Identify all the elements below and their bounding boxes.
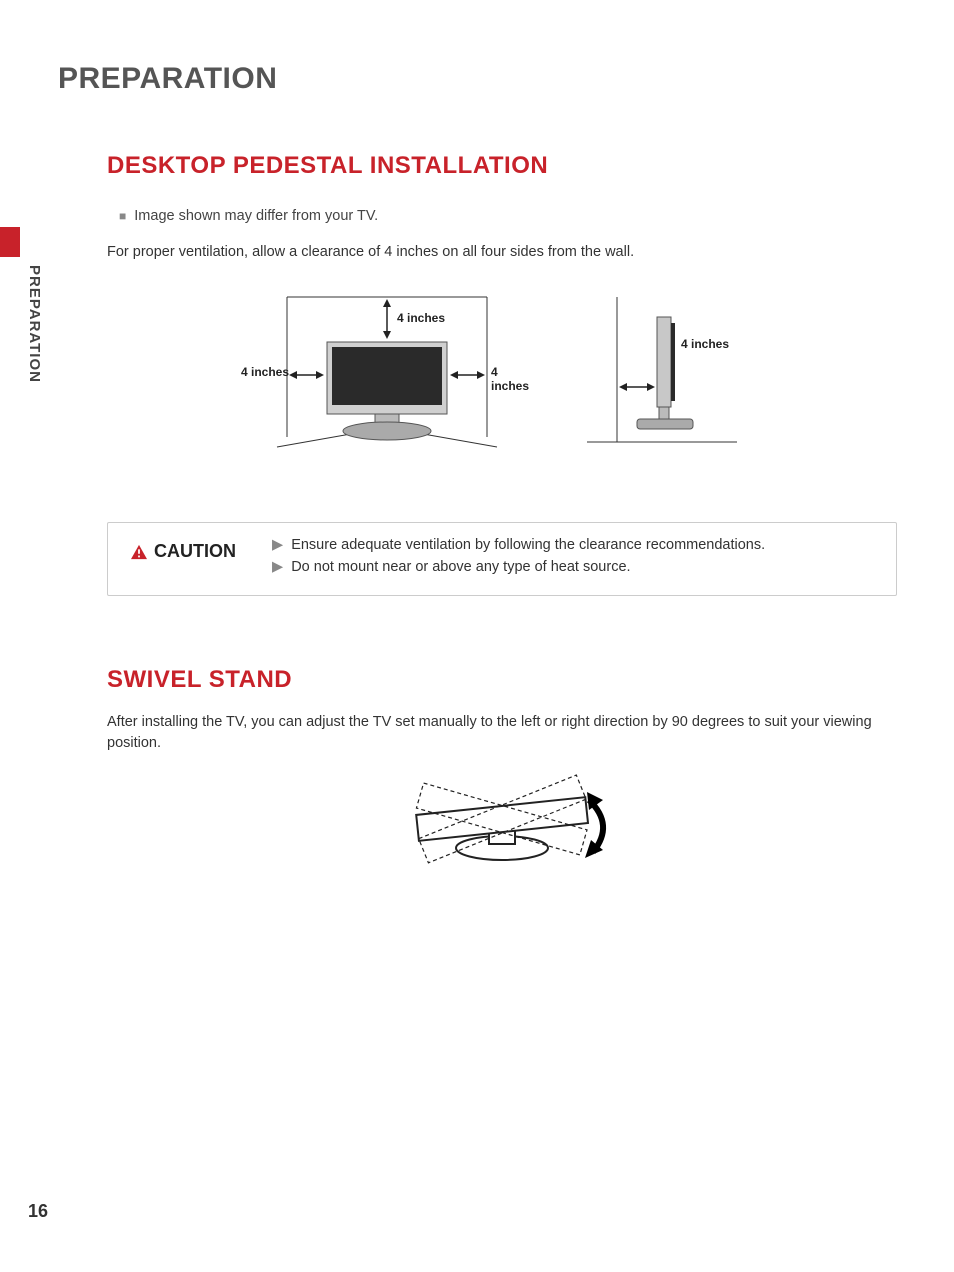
caution-point-1-text: Ensure adequate ventilation by following…	[291, 537, 765, 553]
dim-right: 4 inches	[491, 365, 529, 393]
side-section-label: PREPARATION	[26, 265, 43, 383]
section-1-title: DESKTOP PEDESTAL INSTALLATION	[107, 152, 897, 180]
caution-text: CAUTION	[154, 541, 236, 562]
caution-point-1: ▶ Ensure adequate ventilation by followi…	[272, 537, 765, 553]
side-tab-accent	[0, 227, 20, 257]
page-title: PREPARATION	[58, 62, 277, 96]
clearance-diagrams: 4 inches 4 inches 4 inches 4 inches	[107, 287, 897, 462]
note-text-content: Image shown may differ from your TV.	[134, 208, 378, 224]
section-1-body: For proper ventilation, allow a clearanc…	[107, 242, 897, 263]
section-2: SWIVEL STAND After installing the TV, yo…	[107, 666, 897, 890]
caution-point-2: ▶ Do not mount near or above any type of…	[272, 559, 765, 575]
caution-point-2-text: Do not mount near or above any type of h…	[291, 559, 630, 575]
section-2-title: SWIVEL STAND	[107, 666, 897, 694]
swivel-diagram	[107, 770, 897, 890]
page-number: 16	[28, 1201, 48, 1222]
caution-label: CAUTION	[130, 541, 236, 562]
arrow-bullet-icon: ▶	[272, 559, 283, 575]
caution-box: CAUTION ▶ Ensure adequate ventilation by…	[107, 522, 897, 596]
warning-triangle-icon	[130, 544, 148, 560]
swivel-svg	[377, 770, 627, 890]
square-bullet-icon: ■	[119, 209, 126, 223]
tv-front-svg	[257, 287, 517, 457]
note-text: ■ Image shown may differ from your TV.	[119, 208, 897, 224]
section-2-body: After installing the TV, you can adjust …	[107, 712, 897, 754]
tv-side-diagram: 4 inches	[577, 287, 747, 462]
dim-side-back: 4 inches	[681, 337, 729, 351]
dim-left: 4 inches	[241, 365, 289, 379]
caution-points: ▶ Ensure adequate ventilation by followi…	[272, 537, 765, 581]
page-content: DESKTOP PEDESTAL INSTALLATION ■ Image sh…	[107, 152, 897, 890]
tv-front-diagram: 4 inches 4 inches 4 inches	[257, 287, 517, 462]
dim-top: 4 inches	[397, 311, 445, 325]
tv-side-svg	[577, 287, 747, 457]
arrow-bullet-icon: ▶	[272, 537, 283, 553]
